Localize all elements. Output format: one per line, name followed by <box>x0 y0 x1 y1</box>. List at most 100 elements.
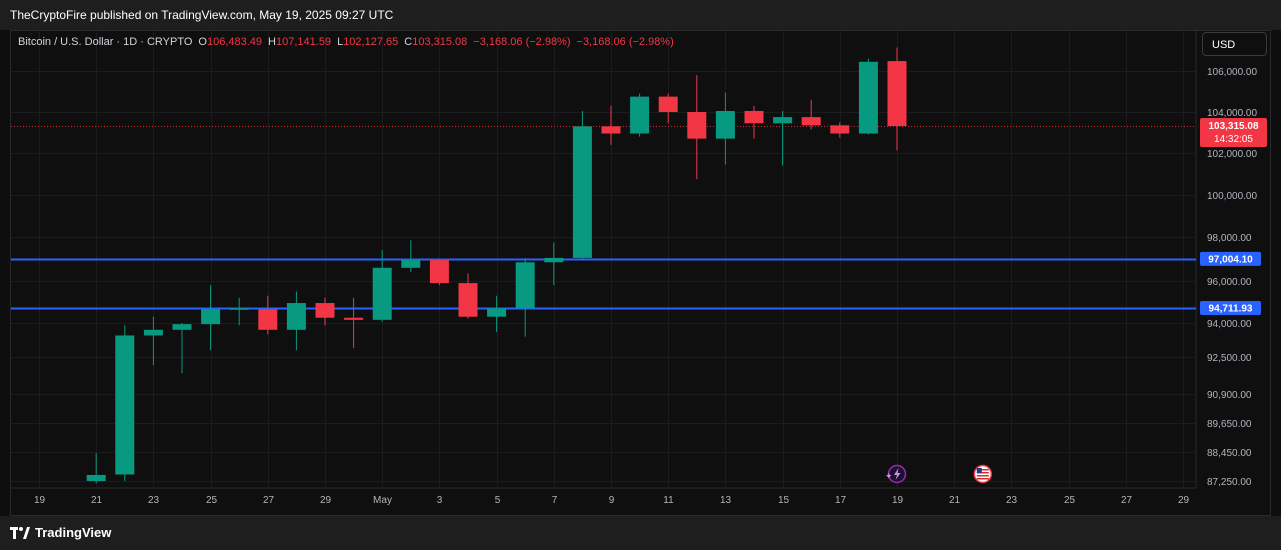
candle[interactable] <box>86 453 106 484</box>
date-tick-label: 23 <box>1006 495 1018 506</box>
candle-body <box>229 308 249 310</box>
price-tick-label: 92,500.00 <box>1207 353 1252 364</box>
price-tick-label: 90,900.00 <box>1207 390 1252 401</box>
candle-body <box>401 260 421 268</box>
currency-button[interactable]: USD <box>1202 32 1267 56</box>
date-tick-label: 3 <box>437 495 443 506</box>
lightning-icon-bolt <box>894 468 901 480</box>
candles <box>86 47 907 484</box>
date-tick-label: 19 <box>892 495 904 506</box>
date-tick-label: 25 <box>206 495 218 506</box>
date-tick-label: 27 <box>263 495 275 506</box>
price-tick-label: 106,000.00 <box>1207 67 1257 78</box>
candle-body <box>201 309 221 325</box>
date-tick-label: 27 <box>1121 495 1133 506</box>
candle-body <box>830 125 850 134</box>
candle[interactable] <box>744 105 764 139</box>
candle-body <box>143 329 163 336</box>
candle[interactable] <box>429 260 449 286</box>
candle-body <box>315 303 335 318</box>
candle-body <box>687 112 707 139</box>
candle[interactable] <box>344 297 364 348</box>
candle[interactable] <box>687 75 707 180</box>
date-tick-label: 13 <box>720 495 732 506</box>
date-tick-label: 23 <box>148 495 160 506</box>
level-price-tag-label: 97,004.10 <box>1208 254 1253 265</box>
price-tick-label: 96,000.00 <box>1207 277 1252 288</box>
candle-body <box>286 303 306 330</box>
candle[interactable] <box>830 122 850 138</box>
candle[interactable] <box>572 110 592 261</box>
date-tick-label: 5 <box>495 495 501 506</box>
horizontal-levels <box>11 126 1196 310</box>
candle[interactable] <box>487 295 507 333</box>
date-tick-label: 21 <box>949 495 961 506</box>
candle[interactable] <box>201 285 221 351</box>
candle-body <box>515 262 535 309</box>
change-value: −3,168.06 (−2.98%) <box>473 36 571 48</box>
top-bar: TheCryptoFire published on TradingView.c… <box>0 0 1281 30</box>
candle-body <box>630 96 650 134</box>
candle[interactable] <box>887 47 907 151</box>
flag-stripe <box>976 478 989 480</box>
candle[interactable] <box>658 93 678 124</box>
date-tick-label: 21 <box>91 495 103 506</box>
candle[interactable] <box>601 105 621 145</box>
candle-body <box>572 126 592 258</box>
date-tick-label: 15 <box>778 495 790 506</box>
date-tick-label: 7 <box>552 495 558 506</box>
tradingview-brand: TradingView <box>35 525 112 540</box>
tradingview-logo[interactable]: TradingView <box>10 525 111 540</box>
candle[interactable] <box>544 242 564 286</box>
price-tick-label: 104,000.00 <box>1207 108 1257 119</box>
date-axis: 19 21 23 25 27 29 May 3 5 7 9 11 13 15 17 19 21 23 25 27 29 <box>34 495 1190 506</box>
candle[interactable] <box>143 316 163 366</box>
candle[interactable] <box>515 257 535 337</box>
price-tick-label: 89,650.00 <box>1207 419 1252 430</box>
candle[interactable] <box>315 297 335 326</box>
candle-body <box>773 117 793 124</box>
candle[interactable] <box>458 273 478 319</box>
us-flag-icon[interactable] <box>973 464 993 484</box>
candle[interactable] <box>372 250 392 322</box>
candle[interactable] <box>258 295 278 335</box>
candle-body <box>715 110 735 139</box>
last-price-tag <box>1200 118 1267 148</box>
date-tick-label: 25 <box>1064 495 1076 506</box>
flag-canton <box>976 468 982 473</box>
price-tick-label: 98,000.00 <box>1207 233 1252 244</box>
price-tick-label: 88,450.00 <box>1207 448 1252 459</box>
candle-body <box>801 117 821 126</box>
candle[interactable] <box>858 58 878 135</box>
candle[interactable] <box>715 92 735 165</box>
price-axis: 106,000.00 104,000.00 102,000.00 100,000.00… <box>1200 67 1267 488</box>
candle[interactable] <box>229 297 249 326</box>
candle-body <box>429 260 449 284</box>
bottom-bar <box>0 516 1281 550</box>
candle[interactable] <box>773 110 793 166</box>
price-tick-label: 100,000.00 <box>1207 191 1257 202</box>
date-tick-label: May <box>373 495 392 506</box>
candle-body <box>344 317 364 320</box>
tradingview-logo-icon <box>10 526 30 539</box>
date-tick-label: 11 <box>663 495 674 506</box>
price-tick-label: 94,000.00 <box>1207 319 1252 330</box>
price-tick-label: 87,250.00 <box>1207 477 1252 488</box>
candle-body <box>601 126 621 134</box>
candle-body <box>372 267 392 320</box>
candle[interactable] <box>630 93 650 137</box>
candle[interactable] <box>172 323 192 374</box>
lightning-icon[interactable]: ✦ <box>885 464 907 484</box>
candle[interactable] <box>115 325 135 481</box>
candle[interactable] <box>801 99 821 130</box>
open-value: 106,483.49 <box>206 36 263 48</box>
candle[interactable] <box>286 291 306 351</box>
candle[interactable] <box>401 240 421 273</box>
candle-body <box>458 283 478 317</box>
date-tick-label: 29 <box>1178 495 1190 506</box>
ohlc-legend: Bitcoin / U.S. Dollar · 1D · CRYPTO O106,… <box>18 36 680 48</box>
symbol-title[interactable]: Bitcoin / U.S. Dollar · 1D · CRYPTO <box>18 36 193 48</box>
open-label: O <box>198 36 207 48</box>
candle-body <box>172 324 192 330</box>
